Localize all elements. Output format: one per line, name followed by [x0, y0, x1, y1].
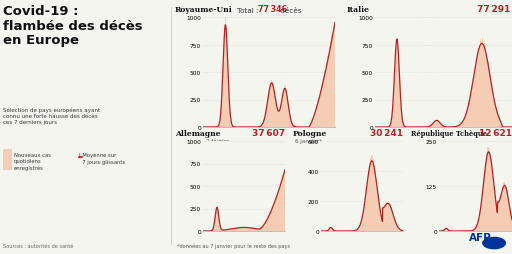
Text: Royaume-Uni: Royaume-Uni [175, 6, 233, 14]
Text: Total :: Total : [237, 8, 261, 14]
Text: 37 607: 37 607 [252, 129, 285, 137]
Text: | Moyenne sur
  7 jours glissants: | Moyenne sur 7 jours glissants [79, 152, 125, 164]
Text: *données au 7 janvier pour le reste des pays: *données au 7 janvier pour le reste des … [177, 242, 290, 248]
Text: Sélection de pays européens ayant
connu une forte hausse des décès
ces 7 dernier: Sélection de pays européens ayant connu … [3, 107, 100, 125]
Text: 77 346: 77 346 [258, 5, 287, 14]
Text: Nouveaux cas
quotidiens
enregistrés: Nouveaux cas quotidiens enregistrés [14, 152, 51, 170]
Text: AFP: AFP [469, 232, 492, 242]
Text: 12 621: 12 621 [479, 129, 512, 137]
Text: Pologne: Pologne [293, 130, 327, 137]
Text: Sources : autorités de santé: Sources : autorités de santé [3, 243, 73, 248]
Text: Covid-19 :
flambée des décès
en Europe: Covid-19 : flambée des décès en Europe [3, 5, 142, 47]
Text: 2 février: 2 février [206, 138, 229, 144]
Text: Italie: Italie [347, 6, 370, 14]
Text: 77 291: 77 291 [477, 5, 510, 14]
Text: 6 janvier*: 6 janvier* [295, 138, 322, 144]
Text: République Tchèque: République Tchèque [411, 130, 487, 137]
Text: 30 241: 30 241 [370, 129, 403, 137]
Text: Allemagne: Allemagne [175, 130, 221, 137]
Text: décès: décès [278, 8, 302, 14]
